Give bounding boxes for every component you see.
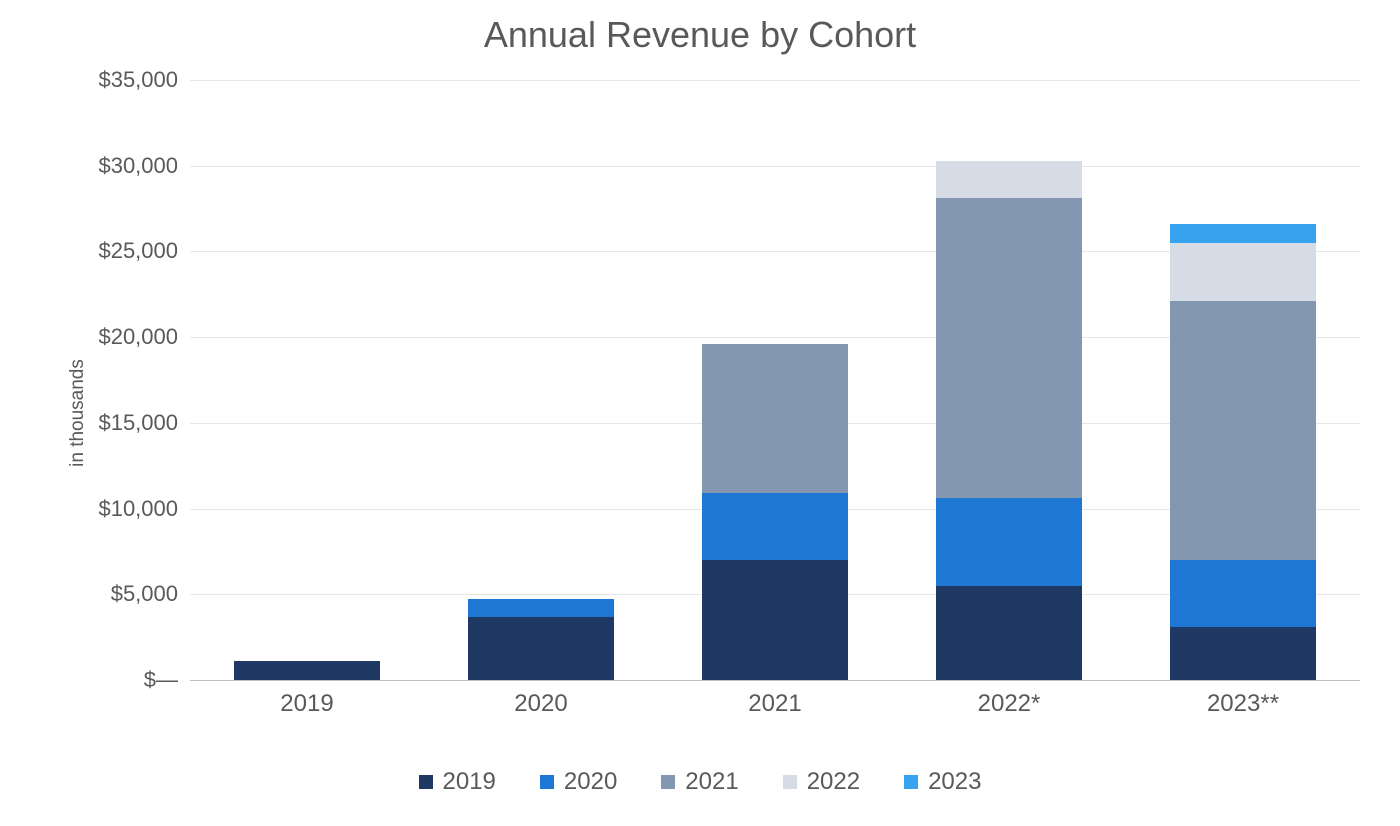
- bar-slot: 2022*: [892, 80, 1126, 680]
- bar-slot: 2020: [424, 80, 658, 680]
- bar-slot: 2021: [658, 80, 892, 680]
- x-tick-label: 2020: [514, 690, 567, 718]
- y-tick-label: $30,000: [98, 153, 178, 179]
- bar-stack: [468, 599, 613, 680]
- bar-stack: [702, 344, 847, 680]
- legend-swatch: [419, 775, 433, 789]
- legend-label: 2020: [564, 768, 617, 796]
- y-tick-label: $—: [144, 667, 178, 693]
- bar-segment-2021: [702, 344, 847, 493]
- bar-segment-2022: [1170, 243, 1315, 301]
- bar-slot: 2019: [190, 80, 424, 680]
- y-tick-label: $10,000: [98, 496, 178, 522]
- y-tick-label: $35,000: [98, 67, 178, 93]
- bars-container: 2019202020212022*2023**: [190, 80, 1360, 680]
- bar-stack: [1170, 224, 1315, 680]
- bar-segment-2020: [936, 498, 1081, 585]
- bar-segment-2022: [936, 161, 1081, 199]
- axis-baseline: [190, 680, 1360, 681]
- bar-segment-2019: [1170, 627, 1315, 680]
- x-tick-label: 2023**: [1207, 690, 1279, 718]
- bar-segment-2021: [936, 198, 1081, 498]
- bar-segment-2019: [702, 560, 847, 680]
- y-tick-label: $15,000: [98, 410, 178, 436]
- x-tick-label: 2021: [748, 690, 801, 718]
- bar-segment-2019: [234, 661, 379, 680]
- bar-slot: 2023**: [1126, 80, 1360, 680]
- bar-segment-2023: [1170, 224, 1315, 243]
- legend-swatch: [904, 775, 918, 789]
- legend-item-2022: 2022: [783, 768, 860, 796]
- plot-area: $—$5,000$10,000$15,000$20,000$25,000$30,…: [190, 80, 1360, 680]
- bar-segment-2019: [936, 586, 1081, 680]
- legend: 2019 2020 2021 2022 2023: [0, 768, 1400, 796]
- y-tick-label: $5,000: [111, 581, 178, 607]
- legend-label: 2023: [928, 768, 981, 796]
- y-tick-label: $20,000: [98, 324, 178, 350]
- legend-label: 2022: [807, 768, 860, 796]
- y-tick-label: $25,000: [98, 238, 178, 264]
- legend-label: 2019: [443, 768, 496, 796]
- legend-swatch: [661, 775, 675, 789]
- legend-swatch: [540, 775, 554, 789]
- legend-item-2023: 2023: [904, 768, 981, 796]
- chart-title: Annual Revenue by Cohort: [0, 14, 1400, 56]
- bar-segment-2019: [468, 617, 613, 680]
- bar-segment-2020: [702, 493, 847, 560]
- bar-stack: [234, 661, 379, 680]
- y-axis-label: in thousands: [67, 359, 89, 467]
- bar-segment-2020: [1170, 560, 1315, 627]
- x-tick-label: 2022*: [978, 690, 1041, 718]
- legend-item-2021: 2021: [661, 768, 738, 796]
- legend-item-2019: 2019: [419, 768, 496, 796]
- bar-stack: [936, 161, 1081, 680]
- bar-segment-2021: [1170, 301, 1315, 560]
- legend-item-2020: 2020: [540, 768, 617, 796]
- legend-label: 2021: [685, 768, 738, 796]
- bar-segment-2020: [468, 599, 613, 616]
- revenue-by-cohort-chart: Annual Revenue by Cohort in thousands $—…: [0, 0, 1400, 826]
- x-tick-label: 2019: [280, 690, 333, 718]
- legend-swatch: [783, 775, 797, 789]
